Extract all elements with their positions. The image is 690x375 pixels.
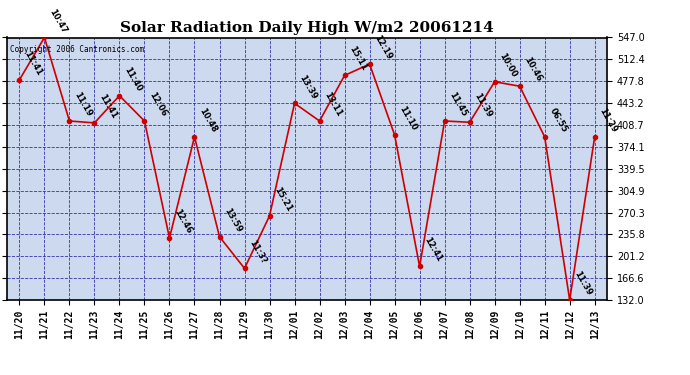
Text: 06:55: 06:55 (547, 106, 569, 134)
Text: 11:29: 11:29 (598, 106, 619, 134)
Text: 11:10: 11:10 (397, 105, 419, 132)
Text: 11:45: 11:45 (447, 90, 469, 118)
Text: 11:41: 11:41 (22, 50, 43, 77)
Text: 13:59: 13:59 (222, 206, 244, 234)
Text: 11:19: 11:19 (72, 90, 93, 118)
Text: 10:46: 10:46 (522, 56, 544, 83)
Title: Solar Radiation Daily High W/m2 20061214: Solar Radiation Daily High W/m2 20061214 (120, 21, 494, 35)
Text: 11:39: 11:39 (473, 92, 493, 120)
Text: 10:47: 10:47 (47, 7, 68, 35)
Text: 11:3?: 11:3? (247, 239, 268, 266)
Text: 12:46: 12:46 (172, 207, 193, 235)
Text: 12:41: 12:41 (422, 236, 444, 264)
Text: 15:11: 15:11 (347, 45, 368, 73)
Text: 12:19: 12:19 (373, 34, 393, 61)
Text: 12:06: 12:06 (147, 90, 168, 118)
Text: Copyright 2006 Cantronics.com: Copyright 2006 Cantronics.com (10, 45, 144, 54)
Text: 11:40: 11:40 (122, 65, 144, 93)
Text: 15:21: 15:21 (273, 185, 293, 213)
Text: 11:41: 11:41 (97, 92, 119, 120)
Text: 11:39: 11:39 (573, 270, 593, 297)
Text: 13:11: 13:11 (322, 90, 344, 118)
Text: 13:39: 13:39 (297, 73, 318, 100)
Text: 10:48: 10:48 (197, 106, 218, 134)
Text: 10:00: 10:00 (497, 51, 518, 79)
